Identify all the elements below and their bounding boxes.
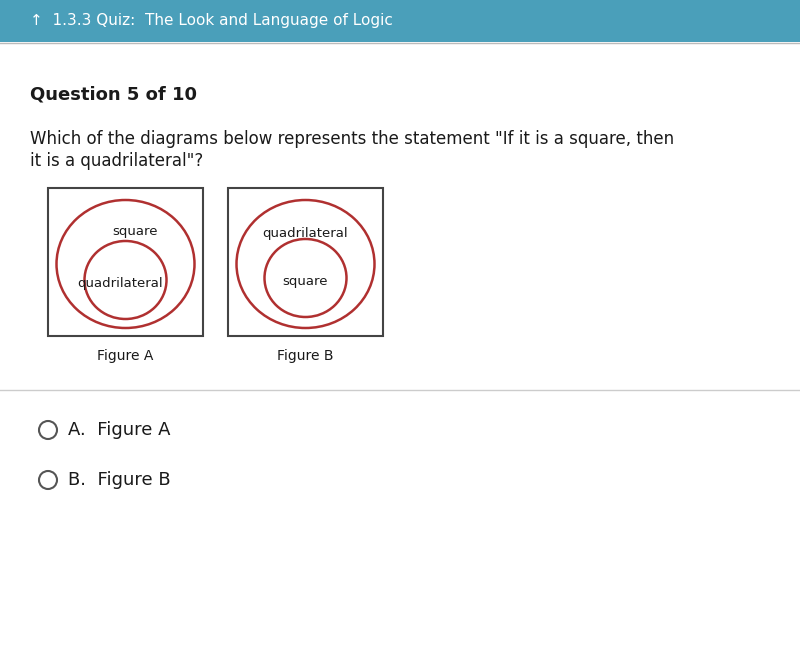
Bar (228, 188, 383, 336)
Text: square: square (282, 275, 328, 288)
Text: quadrilateral: quadrilateral (262, 228, 348, 241)
Text: square: square (113, 226, 158, 239)
Text: A.  Figure A: A. Figure A (68, 421, 170, 439)
Circle shape (39, 421, 57, 439)
Text: it is a quadrilateral"?: it is a quadrilateral"? (30, 152, 203, 170)
Bar (48, 188, 203, 336)
Text: quadrilateral: quadrilateral (78, 277, 163, 290)
Text: ↑  1.3.3 Quiz:  The Look and Language of Logic: ↑ 1.3.3 Quiz: The Look and Language of L… (30, 14, 393, 28)
Text: Which of the diagrams below represents the statement "If it is a square, then: Which of the diagrams below represents t… (30, 130, 674, 148)
Bar (0, 0, 800, 42)
Text: Figure A: Figure A (98, 349, 154, 363)
Text: Question 5 of 10: Question 5 of 10 (30, 86, 197, 104)
Circle shape (39, 471, 57, 489)
Text: B.  Figure B: B. Figure B (68, 471, 170, 489)
Text: Figure B: Figure B (278, 349, 334, 363)
